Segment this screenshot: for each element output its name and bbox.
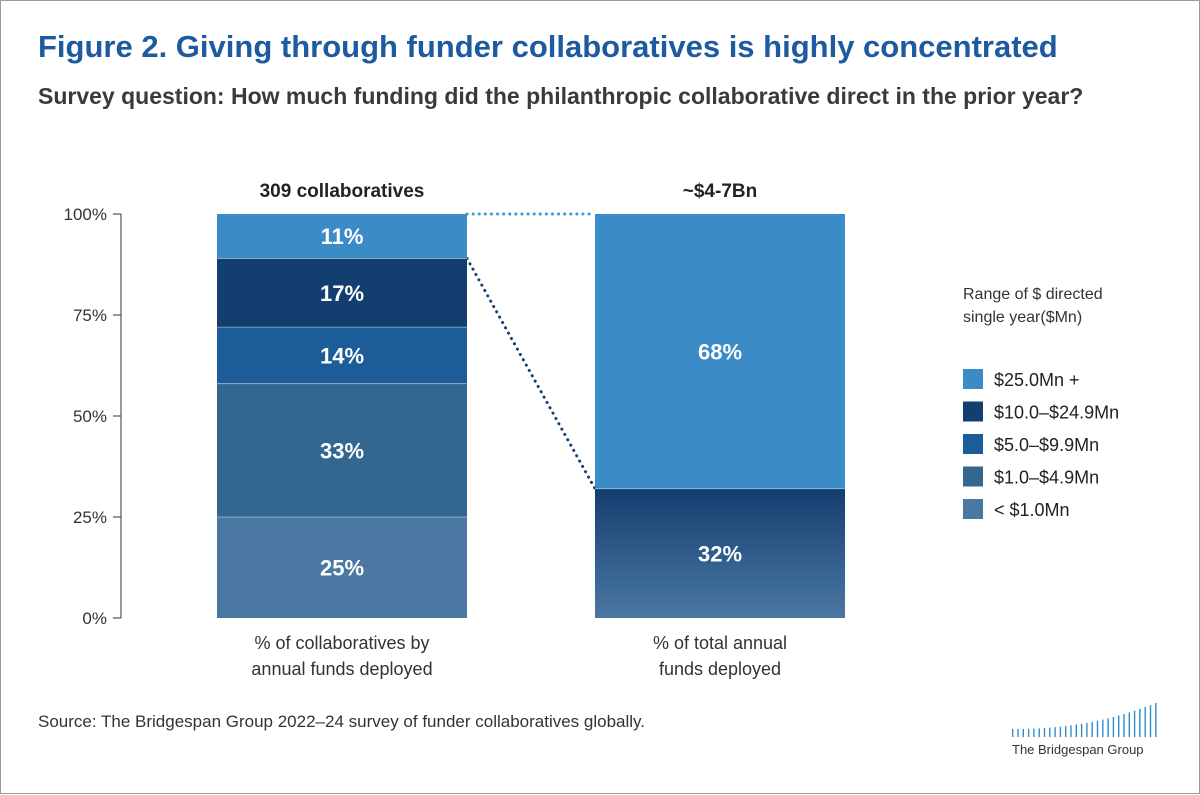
- bridgespan-logo-icon: [1012, 703, 1157, 737]
- legend-swatch: [963, 466, 983, 487]
- y-tick-label: 100%: [64, 205, 107, 224]
- source-note: Source: The Bridgespan Group 2022–24 sur…: [38, 712, 646, 731]
- bar-segment: [217, 327, 467, 384]
- category-label: annual funds deployed: [251, 659, 432, 679]
- figure-title: Figure 2. Giving through funder collabor…: [38, 29, 1058, 64]
- data-label: 68%: [698, 339, 742, 364]
- data-label: 17%: [320, 281, 364, 306]
- y-tick-label: 25%: [73, 508, 107, 527]
- category-label: funds deployed: [659, 659, 781, 679]
- legend-label: $25.0Mn +: [994, 370, 1080, 390]
- figure-subtitle: Survey question: How much funding did th…: [38, 83, 1084, 109]
- bar-segment: [595, 214, 845, 489]
- legend-label: $1.0–$4.9Mn: [994, 468, 1099, 488]
- legend-label: < $1.0Mn: [994, 500, 1070, 520]
- y-tick-label: 50%: [73, 407, 107, 426]
- legend-swatch: [963, 401, 983, 422]
- bar-segment: [595, 488, 845, 618]
- y-tick-label: 75%: [73, 306, 107, 325]
- legend-swatch: [963, 434, 983, 454]
- data-label: 25%: [320, 556, 364, 581]
- data-label: 11%: [321, 224, 364, 249]
- column-header: 309 collaboratives: [260, 181, 425, 202]
- column-header: ~$4-7Bn: [683, 181, 757, 202]
- connector-lines: [465, 212, 597, 491]
- bars: [217, 214, 845, 618]
- legend-title: Range of $ directed: [963, 286, 1103, 303]
- connector-line: [465, 256, 597, 491]
- legend-label: $5.0–$9.9Mn: [994, 435, 1099, 455]
- legend-swatch: [963, 499, 983, 519]
- category-label: % of collaboratives by: [254, 633, 429, 653]
- legend-swatch: [963, 369, 983, 389]
- data-label: 14%: [320, 343, 364, 368]
- legend: Range of $ directed single year($Mn) $25.0…: [963, 286, 1119, 520]
- data-label: 33%: [320, 438, 364, 463]
- y-axis: 0% 25% 50% 75% 100%: [64, 205, 122, 628]
- legend-label: $10.0–$24.9Mn: [994, 403, 1119, 423]
- bar-segment: [217, 258, 467, 328]
- legend-title: single year($Mn): [963, 309, 1082, 326]
- logo-text: The Bridgespan Group: [1012, 742, 1144, 757]
- bar-segment: [217, 214, 467, 259]
- bar-segment: [217, 383, 467, 517]
- category-label: % of total annual: [653, 633, 787, 653]
- bar-segment: [217, 517, 467, 618]
- y-tick-label: 0%: [82, 609, 107, 628]
- labels: 25% 33% 14% 17% 11% 309 collaboratives % of co…: [251, 181, 787, 679]
- data-label: 32%: [698, 541, 742, 566]
